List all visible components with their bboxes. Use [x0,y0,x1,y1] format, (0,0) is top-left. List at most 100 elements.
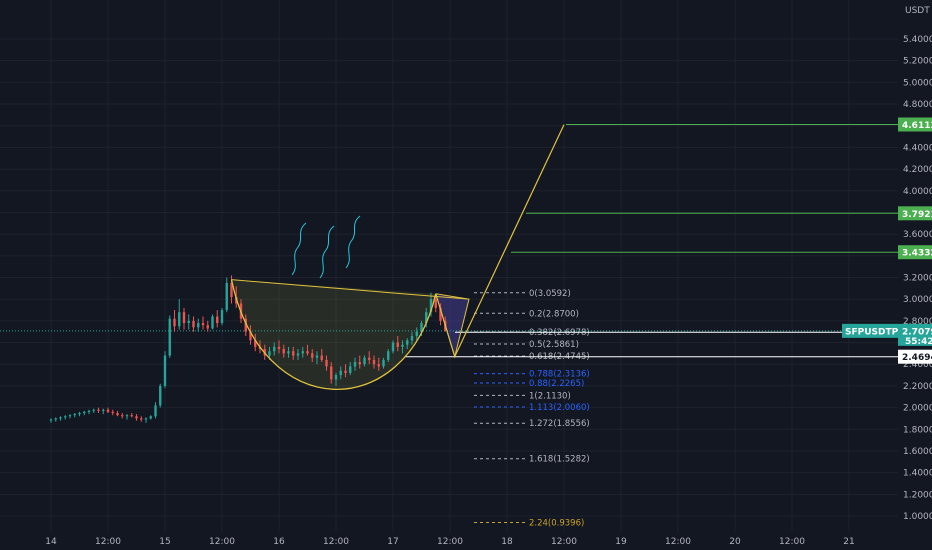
candle [282,344,285,358]
x-tick-label: 12:00 [665,537,691,547]
candle [434,294,437,313]
y-tick-label: 4.4000 [903,143,932,153]
x-tick-label: 12:00 [95,537,121,547]
candle [320,349,323,363]
candle [125,414,129,420]
cup-curve [230,279,437,390]
x-tick-label: 15 [159,537,170,547]
candle [130,413,133,418]
candle [382,357,385,369]
price-tag-1: 3.7921 [898,206,932,221]
candle [273,342,276,356]
fib-label-0.788: 0.788(2.3136) [529,370,590,380]
fib-label-0.382: 0.382(2.6978) [529,328,590,338]
candle [396,336,399,352]
x-tick-label: 12:00 [779,537,805,547]
candle [149,415,152,420]
grid [0,0,898,532]
candle [197,318,200,332]
fib-label-1.618: 1.618(1.5282) [529,455,590,465]
x-tick-label: 17 [387,537,398,547]
y-tick-label: 1.0000 [903,512,932,522]
candle [64,415,67,420]
candle [344,364,347,378]
candle [349,362,352,376]
y-tick-label: 1.8000 [903,425,932,435]
candle [306,344,309,356]
handle-outline [435,293,470,359]
fib-label-0.2: 0.2(2.8700) [529,309,579,319]
y-tick-label: 2.0000 [903,404,932,414]
candle [315,351,319,365]
y-tick-label: 5.0000 [903,78,932,88]
candle [102,408,105,415]
candle [206,320,209,332]
x-tick-label: 12:00 [551,537,577,547]
fib-label-1: 1(2.1130) [529,391,571,401]
fib-label-0.5: 0.5(2.5861) [529,340,579,350]
candle [87,409,91,415]
candle [116,410,119,417]
fib-label-0: 0(3.0592) [529,289,571,299]
steam-line [319,225,335,279]
candle [220,307,224,326]
y-tick-label: 3.6000 [903,230,932,240]
candle [225,277,228,313]
y-tick-label: 2.4000 [903,360,932,370]
candle [168,315,171,358]
candle [353,357,357,371]
candle [73,413,76,418]
candle [111,409,114,416]
candle [68,414,72,419]
candle [339,366,342,380]
candle [410,331,414,345]
fib-label-2.24: 2.24(0.9396) [529,519,584,529]
svg-text:3.7921: 3.7921 [902,210,932,220]
x-tick-label: 21 [843,537,854,547]
candle [159,383,162,408]
steam-icon [291,215,361,279]
candle [296,349,300,360]
candle [106,407,110,414]
price-axis[interactable]: USDT 1.0000 1.2000 1.4000 1.6000 1.8000 2.000… [898,0,932,550]
candle [368,351,371,365]
x-tick-label: 14 [45,537,57,547]
fib-label-0.88: 0.88(2.2265) [529,379,584,389]
candle [254,333,257,352]
candle [211,314,214,330]
drawings [230,124,565,390]
steam-line [345,215,361,269]
candle [92,408,95,414]
time-axis[interactable]: 14 12:00 15 12:00 16 12:00 17 12:00 18 12:00 19 12:… [45,537,854,547]
candle [311,349,314,363]
target-levels [0,124,898,358]
candle [334,372,338,386]
price-tag-4: 2.4694 [898,349,932,364]
candle [173,310,176,332]
fib-label-1.113: 1.113(2.0060) [529,403,590,413]
y-tick-label: 3.2000 [903,274,932,284]
candle [363,355,366,367]
x-tick-label: 18 [501,537,513,547]
candle [49,418,53,423]
candle [391,340,395,354]
y-tick-label: 5.2000 [903,57,932,67]
candle [78,411,81,417]
candle [163,351,167,389]
y-tick-label: 4.0000 [903,187,932,197]
candle [325,355,328,371]
price-tags: 4.61133.79213.43322.69472.4694SFPUSDTPER… [842,117,932,364]
handle-triangle [435,293,469,357]
candle [182,307,186,330]
candle [301,346,304,358]
x-tick-label: 12:00 [323,537,349,547]
currency-label: USDT [905,6,930,16]
y-tick-label: 4.2000 [903,165,932,175]
y-tick-label: 1.6000 [903,447,932,457]
svg-text:2.7079: 2.7079 [902,327,932,337]
